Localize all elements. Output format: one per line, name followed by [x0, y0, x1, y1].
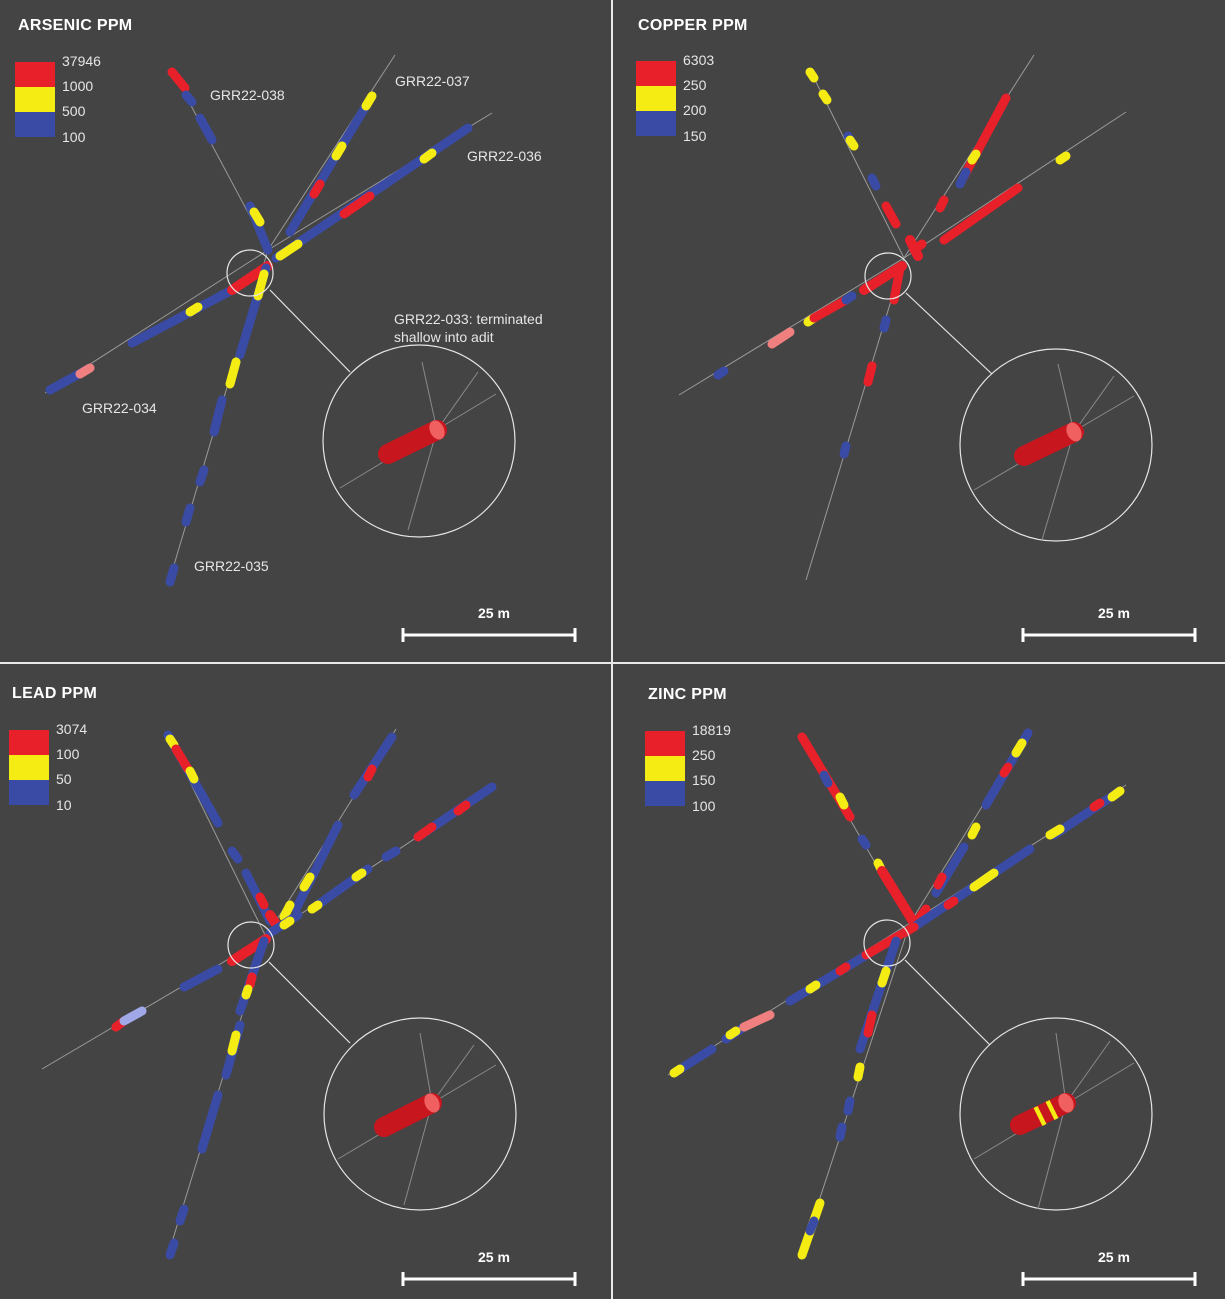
legend-swatch-mid: [636, 86, 676, 111]
label-grr22-035: GRR22-035: [194, 558, 269, 574]
trace-grr22-037: [267, 54, 396, 251]
hole-grr22-038-seg: [195, 113, 217, 145]
legend-threshold-2: 200: [683, 102, 707, 118]
legend-swatch-low: [636, 111, 676, 136]
hole-grr22-037: [285, 91, 377, 237]
note-grr22-033: GRR22-033: terminated shallow into adit: [394, 311, 543, 345]
legend-threshold-2: 150: [692, 772, 716, 788]
vertical-divider: [611, 0, 613, 1299]
hole-grr22-035-seg: [195, 465, 209, 487]
hole-grr22-036-seg: [275, 239, 303, 261]
legend-swatch-low: [15, 112, 55, 137]
zoom-hole-grr22-033: [378, 420, 447, 464]
hole-grr22-035-seg: [225, 357, 241, 389]
scale-bar-label: 25 m: [478, 1249, 510, 1265]
hole-grr22-034-seg: [127, 285, 237, 348]
focus-circle: [226, 249, 274, 297]
zinc-drillhole-plot: [667, 728, 1197, 1286]
legend-threshold-2: 500: [62, 103, 86, 119]
label-grr22-036: GRR22-036: [467, 148, 542, 164]
legend-threshold-3: 150: [683, 128, 707, 144]
panel-title: ARSENIC PPM: [18, 17, 133, 34]
hole-grr22-036-seg: [339, 191, 375, 219]
copper-panel: COPPER PPM 6303 250 200 150 25 m: [614, 0, 1225, 662]
hole-grr22-035-seg: [181, 503, 195, 527]
arsenic-panel: ARSENIC PPM 37946 1000 500 100 GRR22-038…: [0, 0, 610, 662]
zoom-circle: [322, 344, 516, 538]
hole-grr22-038-seg: [249, 207, 265, 227]
legend-threshold-3: 100: [692, 798, 716, 814]
callout-line: [269, 289, 351, 373]
legend-threshold-1: 1000: [62, 78, 94, 94]
legend-swatch-mid: [645, 756, 685, 781]
legend-swatch-high: [636, 61, 676, 86]
hole-grr22-035-seg: [165, 563, 179, 587]
label-grr22-037: GRR22-037: [395, 73, 470, 89]
hole-grr22-037-seg: [309, 179, 325, 199]
hole-grr22-037-seg: [361, 91, 377, 111]
legend-swatch-mid: [15, 87, 55, 112]
legend-threshold-3: 100: [62, 129, 86, 145]
label-grr22-034: GRR22-034: [82, 400, 157, 416]
hole-grr22-037-seg: [331, 141, 347, 161]
zinc-panel: ZINC PPM 18819 250 150 100 25 m: [614, 665, 1225, 1299]
hole-grr22-034-seg: [75, 363, 95, 379]
copper-drillhole-plot: [678, 54, 1197, 642]
horizontal-divider: [0, 662, 1225, 664]
arsenic-drillhole-plot: [44, 54, 577, 642]
legend-max: 6303: [683, 52, 715, 68]
label-grr22-038: GRR22-038: [210, 87, 285, 103]
legend-threshold-3: 10: [56, 797, 72, 813]
hole-grr22-034-seg: [185, 302, 203, 317]
legend-max: 3074: [56, 721, 88, 737]
scale-bar-label: 25 m: [1098, 1249, 1130, 1265]
legend-swatch-high: [9, 730, 49, 755]
legend-swatch-low: [9, 780, 49, 805]
legend-threshold-1: 100: [56, 746, 80, 762]
legend-threshold-1: 250: [683, 77, 707, 93]
lead-drillhole-plot: [41, 728, 577, 1286]
panel-title: ZINC PPM: [648, 686, 727, 703]
hole-grr22-038: [167, 67, 190, 93]
panel-title: COPPER PPM: [638, 17, 748, 34]
legend-threshold-1: 250: [692, 747, 716, 763]
scale-bar-label: 25 m: [1098, 605, 1130, 621]
legend-swatch-high: [15, 62, 55, 87]
panel-title: LEAD PPM: [12, 685, 98, 702]
legend-max: 37946: [62, 53, 101, 69]
legend-threshold-2: 50: [56, 771, 72, 787]
scale-bar-label: 25 m: [478, 605, 510, 621]
lead-panel: LEAD PPM 3074 100 50 10 25 m: [0, 665, 610, 1299]
legend-swatch-low: [645, 781, 685, 806]
legend-swatch-high: [645, 731, 685, 756]
hole-grr22-038-seg: [181, 90, 197, 107]
hole-grr22-035-seg: [253, 269, 269, 301]
hole-grr22-035-seg: [209, 395, 227, 437]
hole-grr22-036-seg: [419, 148, 437, 164]
legend-swatch-mid: [9, 755, 49, 780]
legend-max: 18819: [692, 722, 731, 738]
